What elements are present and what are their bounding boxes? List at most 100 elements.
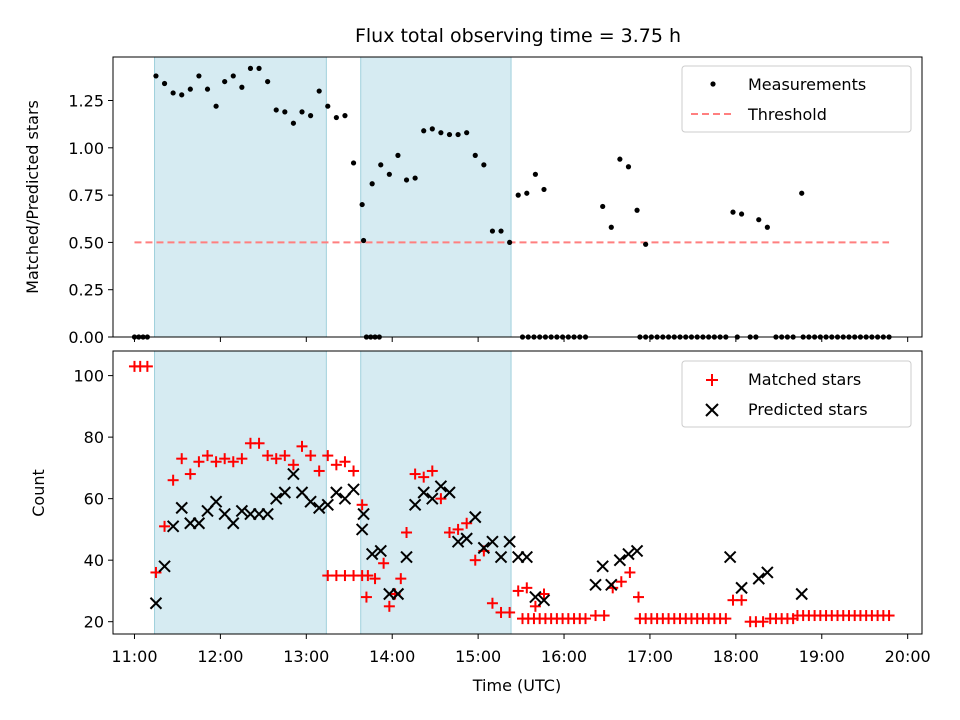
measurement-point [784, 334, 791, 340]
measurement-point [875, 334, 881, 340]
top-y-axis-label: Matched/Predicted stars [23, 100, 42, 294]
measurement-point [764, 224, 770, 230]
measurement-point [213, 103, 219, 109]
measurement-point [524, 190, 530, 196]
shaded-interval [360, 56, 512, 338]
measurement-point [834, 334, 841, 340]
predicted-star-point [227, 517, 240, 530]
measurement-point [577, 334, 583, 340]
matched-star-point [418, 471, 430, 483]
matched-star-point [443, 526, 455, 538]
measurement-point [161, 80, 168, 87]
matched-star-point [305, 450, 317, 462]
matched-star-point [720, 613, 732, 625]
top-legend: Measurements Threshold [681, 65, 912, 133]
y-tick-label: 0.00 [68, 328, 104, 347]
matched-star-point [580, 613, 592, 625]
matched-star-point [435, 493, 447, 505]
predicted-star-point [175, 501, 188, 515]
measurement-point [677, 334, 683, 340]
y-tick-label: 20 [84, 613, 104, 632]
measurement-point [706, 334, 712, 340]
measurement-point [421, 128, 427, 134]
measurement-point [282, 109, 288, 115]
measurement-point [386, 171, 392, 177]
predicted-star-point [287, 467, 300, 481]
measurement-point [829, 334, 835, 340]
measurement-point [464, 130, 470, 136]
measurement-point [153, 73, 159, 79]
matched-star-point [253, 437, 265, 449]
predicted-star-point [486, 535, 499, 548]
predicted-star-point [408, 498, 422, 512]
x-tick-label: 16:00 [541, 647, 587, 666]
predicted-star-point [304, 495, 317, 508]
measurement-point [230, 73, 236, 79]
predicted-star-point [365, 547, 379, 561]
count-points [128, 360, 895, 628]
matched-star-point [401, 526, 413, 538]
x-tick-label: 13:00 [283, 647, 329, 666]
predicted-star-point [761, 566, 774, 579]
measurement-point [738, 211, 745, 217]
predicted-star-point [460, 532, 473, 545]
y-tick-label: 60 [84, 490, 104, 509]
measurement-point [694, 334, 700, 340]
measurement-point [325, 103, 331, 109]
predicted-star-point [494, 550, 508, 564]
y-tick-label: 1.00 [68, 139, 104, 158]
predicted-star-point [537, 593, 551, 607]
predicted-star-point [235, 504, 249, 518]
y-tick-label: 40 [84, 551, 104, 570]
matched-star-point [624, 566, 636, 578]
measurement-point [378, 162, 384, 168]
matched-star-point [883, 610, 895, 622]
legend-threshold-label: Threshold [747, 105, 827, 124]
matched-star-point [461, 517, 473, 529]
legend-matched-label: Matched stars [748, 370, 861, 389]
legend-x-icon [705, 403, 719, 417]
predicted-star-point [357, 507, 370, 521]
matched-star-point [279, 450, 291, 462]
matched-star-point [360, 591, 372, 603]
measurement-point [136, 334, 142, 340]
bottom-y-axis: 20 40 60 80 100 [73, 367, 113, 632]
matched-star-point [538, 588, 550, 600]
matched-star-point [193, 456, 205, 468]
y-tick-label: 0.25 [68, 281, 104, 300]
measurement-point [333, 114, 339, 121]
predicted-star-point [451, 535, 465, 548]
measurement-point [717, 334, 723, 340]
measurement-point [429, 126, 435, 132]
y-tick-label: 0.75 [68, 186, 104, 205]
measurement-point [790, 334, 796, 340]
measurement-point [187, 86, 193, 92]
matched-star-point [529, 600, 541, 612]
predicted-star-point [426, 492, 439, 505]
measurement-point [582, 334, 589, 340]
measurement-point [753, 334, 759, 340]
matched-star-point [632, 591, 644, 603]
measurement-point [886, 334, 892, 340]
legend-measurements-label: Measurements [748, 75, 866, 94]
matched-star-point [362, 570, 374, 582]
measurement-point [571, 334, 577, 340]
measurement-point [307, 113, 314, 119]
measurement-point [368, 334, 374, 340]
predicted-star-point [752, 572, 765, 585]
top-panel: 0.00 0.25 0.50 0.75 1.00 1.25 Matched/Predict… [23, 56, 923, 347]
measurement-point [817, 334, 823, 340]
measurement-point [863, 334, 869, 340]
measurement-point [688, 334, 695, 340]
measurement-point [600, 203, 606, 210]
predicted-star-point [209, 495, 223, 508]
measurement-point [472, 152, 478, 158]
predicted-star-point [443, 486, 456, 499]
predicted-star-point [605, 578, 618, 591]
predicted-star-point [529, 590, 542, 604]
measurement-point [756, 217, 762, 223]
measurement-point [316, 88, 322, 94]
measurement-point [489, 228, 496, 234]
measurement-point [498, 228, 504, 234]
bottom-legend: Matched stars Predicted stars [681, 360, 912, 428]
